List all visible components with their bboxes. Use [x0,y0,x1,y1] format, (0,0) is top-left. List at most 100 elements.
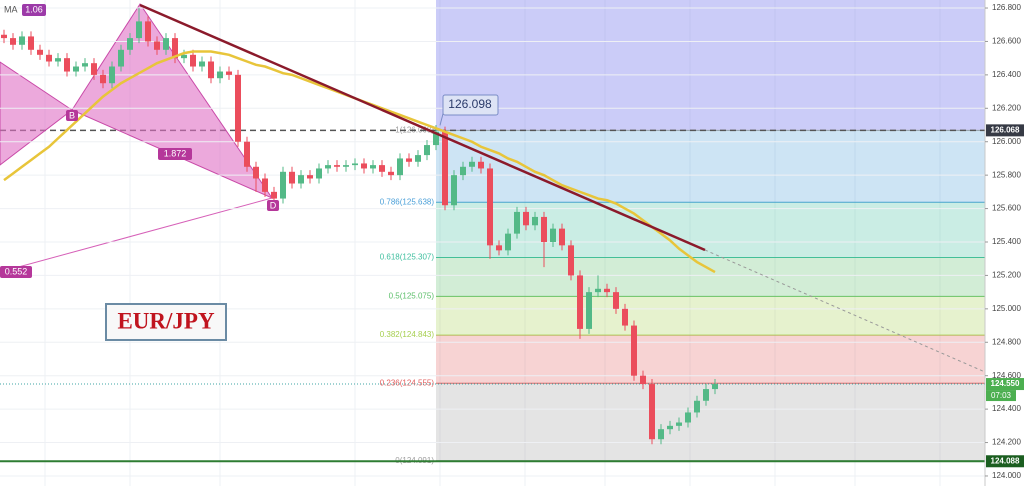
candle-body [649,384,655,440]
y-tick-label: 124.600 [992,371,1021,380]
y-tick-label: 124.200 [992,438,1021,447]
pattern-label-box [66,110,78,121]
y-tick-label: 125.200 [992,271,1021,280]
candle-body [208,61,214,79]
candle-body [262,178,268,192]
candle-body [37,49,43,55]
candle-body [370,165,376,169]
price-label-box [986,124,1024,137]
price-label: 126.068 [991,125,1020,134]
candle-body [334,165,340,167]
candle-body [91,63,97,75]
candle-body [226,71,232,75]
price-axis-labels: 124.000 124.200 124.400 124.600 124.800 125.0… [985,3,1024,480]
countdown-box [986,390,1016,402]
candle-body [1,34,7,39]
callout-label: 126.098 [448,97,492,111]
candle-body [64,58,70,72]
candle-body [568,245,574,276]
pattern-label-box [0,266,32,278]
candle-body [694,400,700,413]
candle-body [613,292,619,309]
candle-body [703,389,709,401]
candle-body [685,412,691,423]
candle-body [181,54,187,59]
candle-body [550,228,556,242]
pattern-line [0,197,273,273]
candle-body [442,131,448,206]
overlay: B D 1.872 0.552 MA 1.06 EUR/JPY 126.098 [0,4,499,341]
candle-body [244,141,250,167]
pattern-label-box [267,200,279,211]
candle-body [82,63,88,67]
candle-body [505,233,511,251]
trend-line [139,3,706,252]
candle-body [478,161,484,169]
indicator-value: 1.06 [25,4,43,14]
indicator-box [22,4,46,16]
candle-body [55,58,61,62]
countdown: 07:03 [991,391,1012,400]
candle-body [73,66,79,72]
candle-body [307,175,313,179]
candle-body [631,325,637,376]
fib-zone [436,257,985,297]
callout-box [442,94,499,116]
fib-zone [436,0,985,131]
pattern-label-box [158,148,192,160]
fib-label: 0.382(124.843) [380,330,435,339]
candle-body [10,38,16,45]
pattern-label: 0.552 [5,266,28,276]
trend-extension [704,249,986,373]
y-tick-label: 125.600 [992,204,1021,213]
candle-body [217,71,223,79]
y-tick-label: 125.800 [992,170,1021,179]
y-tick-label: 125.000 [992,304,1021,313]
candle-body [28,36,34,50]
candle-body [532,216,538,226]
candle-body [604,288,610,293]
candle-body [397,158,403,176]
candle-body [622,308,628,326]
y-tick-label: 126.200 [992,103,1021,112]
y-tick-label: 124.400 [992,404,1021,413]
candle-body [280,171,286,199]
candle-body [19,36,25,45]
y-tick-label: 126.000 [992,137,1021,146]
fib-zone [436,335,985,384]
indicator-name: MA [4,4,18,14]
candle-body [676,422,682,426]
pattern-label: B [69,110,75,120]
candle-body [109,66,115,84]
candle-body [154,41,160,50]
candle-body [487,168,493,246]
candle-body [298,175,304,184]
fib-label: 0.618(125.307) [380,253,435,262]
y-tick-label: 126.600 [992,37,1021,46]
y-tick-label: 124.000 [992,471,1021,480]
candle-body [235,74,241,142]
candle-body [640,375,646,385]
candle-body [433,131,439,146]
fib-label: 0.236(124.555) [380,378,435,387]
candle-body [514,211,520,234]
candle-body [199,61,205,67]
candle-body [145,21,151,42]
fib-zone [436,296,985,336]
candle-body [361,163,367,169]
candle-body [667,425,673,430]
candle-body [388,171,394,176]
candle-body [586,292,592,329]
chart-title: EUR/JPY [117,308,215,333]
title-box [105,303,227,341]
candle-body [343,165,349,167]
price-axis [985,0,1024,486]
candle-body [136,21,142,39]
candle-body [559,228,565,246]
candle-body [541,216,547,242]
candle-body [658,429,664,440]
candle-body [451,175,457,206]
pattern-label: D [270,200,277,210]
y-tick-label: 124.800 [992,337,1021,346]
candle-body [190,54,196,67]
